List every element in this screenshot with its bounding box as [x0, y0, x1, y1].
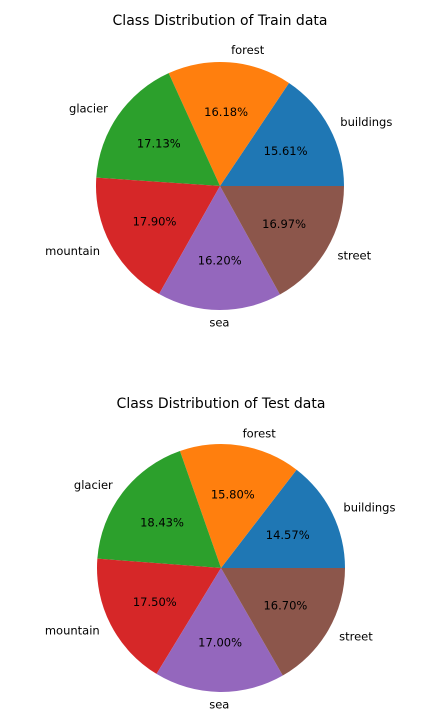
percent-label-sea: 17.00% — [198, 635, 242, 649]
pie-slice-mountain — [96, 558, 221, 674]
percent-label-forest: 15.80% — [211, 488, 255, 502]
pie-slice-buildings — [220, 82, 344, 186]
percent-label-mountain: 17.90% — [133, 214, 177, 228]
percent-label-glacier: 18.43% — [140, 516, 184, 530]
category-label-forest: forest — [243, 426, 277, 440]
category-label-buildings: buildings — [340, 115, 392, 129]
pie-slice-street — [221, 568, 345, 676]
pie-slice-glacier — [96, 73, 220, 186]
chart-title: Class Distribution of Test data — [117, 396, 326, 412]
pie-slice-mountain — [95, 177, 220, 295]
percent-label-street: 16.70% — [263, 598, 307, 612]
category-label-glacier: glacier — [74, 478, 113, 492]
pie-slice-sea — [156, 568, 283, 693]
train-pie-chart: Class Distribution of Train data buildin… — [45, 13, 392, 329]
category-label-sea: sea — [209, 697, 229, 711]
percent-label-buildings: 14.57% — [266, 528, 310, 542]
category-label-forest: forest — [231, 43, 265, 57]
percent-label-mountain: 17.50% — [133, 595, 177, 609]
percent-label-street: 16.97% — [262, 217, 306, 231]
category-label-buildings: buildings — [343, 501, 395, 515]
pie-slice-street — [220, 186, 344, 295]
category-label-mountain: mountain — [45, 244, 100, 258]
pie-slice-forest — [179, 443, 297, 568]
pie-labels: buildings 15.61% forest 16.18% glacier 17.13%… — [45, 43, 392, 329]
percent-label-glacier: 17.13% — [137, 137, 181, 151]
pie-slice-sea — [159, 186, 280, 311]
pie-slices — [96, 443, 345, 693]
category-label-street: street — [339, 629, 373, 643]
category-label-mountain: mountain — [45, 623, 100, 637]
category-label-glacier: glacier — [69, 101, 108, 115]
pie-slices — [95, 61, 344, 311]
test-pie-chart: Class Distribution of Test data building… — [45, 396, 396, 711]
pie-slice-buildings — [221, 469, 345, 568]
pie-labels: buildings 14.57% forest 15.80% glacier 18.43%… — [45, 426, 396, 711]
percent-label-sea: 16.20% — [198, 253, 242, 267]
percent-label-forest: 16.18% — [204, 105, 248, 119]
category-label-sea: sea — [209, 315, 229, 329]
chart-title: Class Distribution of Train data — [113, 13, 328, 29]
pie-slice-glacier — [97, 450, 221, 568]
category-label-street: street — [338, 248, 372, 262]
percent-label-buildings: 15.61% — [264, 144, 308, 158]
pie-slice-forest — [168, 61, 289, 186]
